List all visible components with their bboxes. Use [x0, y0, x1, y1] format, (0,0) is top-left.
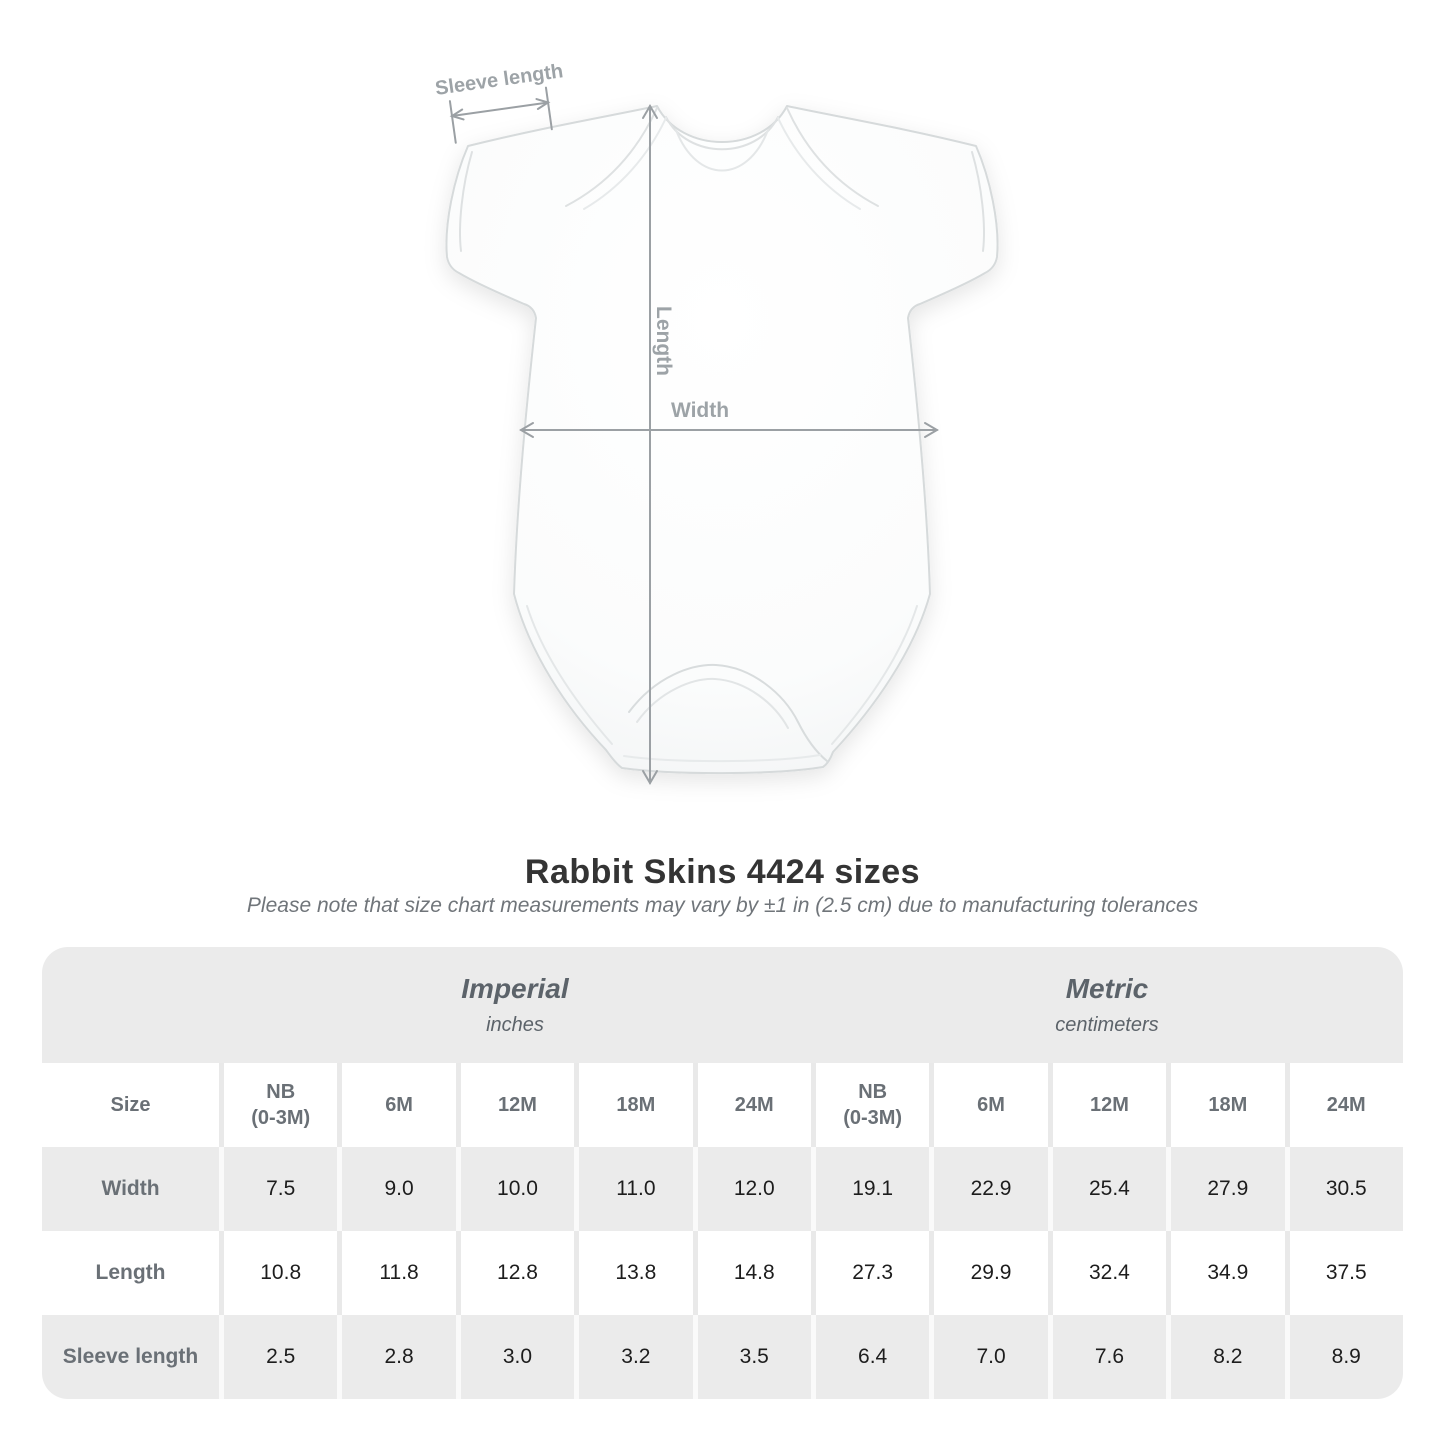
- sleeve-length-arrow: [448, 86, 553, 144]
- col-header-imperial-24m: 24M: [692, 1063, 811, 1147]
- width-imperial-12m: 10.0: [455, 1147, 575, 1231]
- sleeve-metric-18m: 8.2: [1166, 1315, 1285, 1399]
- col-header-metric-18m: 18M: [1166, 1063, 1285, 1147]
- sleeve-imperial-6m: 2.8: [337, 1315, 456, 1399]
- col-header-metric-12m: 12M: [1047, 1063, 1167, 1147]
- measurement-annotations: [448, 86, 939, 785]
- length-imperial-nb: 10.8: [219, 1231, 338, 1315]
- sleeve-metric-24m: 8.9: [1284, 1315, 1403, 1399]
- length-metric-24m: 37.5: [1284, 1231, 1403, 1315]
- metric-unit: centimeters: [1055, 1014, 1159, 1036]
- row-label-width: Width: [42, 1147, 219, 1231]
- sleeve-metric-nb: 6.4: [810, 1315, 930, 1399]
- size-corner-label: Size: [42, 1063, 219, 1147]
- metric-label: Metric: [1065, 973, 1149, 1004]
- col-header-imperial-6m: 6M: [337, 1063, 456, 1147]
- length-arrow: [642, 104, 658, 785]
- width-metric-12m: 25.4: [1047, 1147, 1167, 1231]
- width-imperial-18m: 11.0: [574, 1147, 693, 1231]
- width-metric-6m: 22.9: [929, 1147, 1048, 1231]
- width-imperial-24m: 12.0: [692, 1147, 811, 1231]
- size-chart-table: Imperial inches Metric centimeters Size …: [42, 947, 1403, 1399]
- table-row-width: Width 7.5 9.0 10.0 11.0 12.0 19.1 22.9 2…: [42, 1147, 1403, 1231]
- page-subtitle: Please note that size chart measurements…: [246, 894, 1199, 917]
- bodysuit-illustration: [445, 105, 999, 775]
- length-metric-nb: 27.3: [810, 1231, 930, 1315]
- length-metric-18m: 34.9: [1166, 1231, 1285, 1315]
- length-imperial-6m: 11.8: [337, 1231, 456, 1315]
- col-header-metric-6m: 6M: [929, 1063, 1048, 1147]
- bodysuit-size-diagram: Sleeve length Length Width: [434, 60, 999, 785]
- width-label: Width: [671, 399, 729, 422]
- row-label-sleeve-length: Sleeve length: [42, 1315, 219, 1399]
- col-header-imperial-nb: NB (0-3M): [219, 1063, 338, 1147]
- sleeve-metric-6m: 7.0: [929, 1315, 1048, 1399]
- length-metric-6m: 29.9: [929, 1231, 1048, 1315]
- sleeve-length-label: Sleeve length: [434, 60, 565, 100]
- size-header-row: Size NB (0-3M) 6M 12M 18M 24M NB (0-3M) …: [42, 1063, 1403, 1147]
- width-imperial-6m: 9.0: [337, 1147, 456, 1231]
- imperial-unit: inches: [486, 1014, 544, 1036]
- sleeve-imperial-12m: 3.0: [455, 1315, 575, 1399]
- width-metric-nb: 19.1: [810, 1147, 930, 1231]
- length-label: Length: [652, 306, 675, 376]
- col-header-imperial-18m: 18M: [574, 1063, 693, 1147]
- sleeve-imperial-24m: 3.5: [692, 1315, 811, 1399]
- table-row-length: Length 10.8 11.8 12.8 13.8 14.8 27.3 29.…: [42, 1231, 1403, 1315]
- length-imperial-18m: 13.8: [574, 1231, 693, 1315]
- sleeve-imperial-nb: 2.5: [219, 1315, 338, 1399]
- imperial-group-header: Imperial inches: [219, 947, 811, 1063]
- sleeve-imperial-18m: 3.2: [574, 1315, 693, 1399]
- length-imperial-24m: 14.8: [692, 1231, 811, 1315]
- table-row-sleeve-length: Sleeve length 2.5 2.8 3.0 3.2 3.5 6.4 7.…: [42, 1315, 1403, 1399]
- bodysuit-outline: [445, 105, 999, 775]
- col-header-metric-nb: NB (0-3M): [810, 1063, 930, 1147]
- col-header-metric-24m: 24M: [1284, 1063, 1403, 1147]
- width-imperial-nb: 7.5: [219, 1147, 338, 1231]
- unit-group-row: Imperial inches Metric centimeters: [42, 947, 1403, 1063]
- imperial-label: Imperial: [461, 973, 569, 1004]
- width-metric-18m: 27.9: [1166, 1147, 1285, 1231]
- length-metric-12m: 32.4: [1047, 1231, 1167, 1315]
- width-metric-24m: 30.5: [1284, 1147, 1403, 1231]
- length-imperial-12m: 12.8: [455, 1231, 575, 1315]
- col-header-imperial-12m: 12M: [455, 1063, 575, 1147]
- page-title: Rabbit Skins 4424 sizes: [524, 853, 921, 891]
- width-arrow: [519, 422, 939, 438]
- row-label-length: Length: [42, 1231, 219, 1315]
- group-corner-spacer: [42, 947, 219, 1063]
- metric-group-header: Metric centimeters: [810, 947, 1403, 1063]
- sleeve-metric-12m: 7.6: [1047, 1315, 1167, 1399]
